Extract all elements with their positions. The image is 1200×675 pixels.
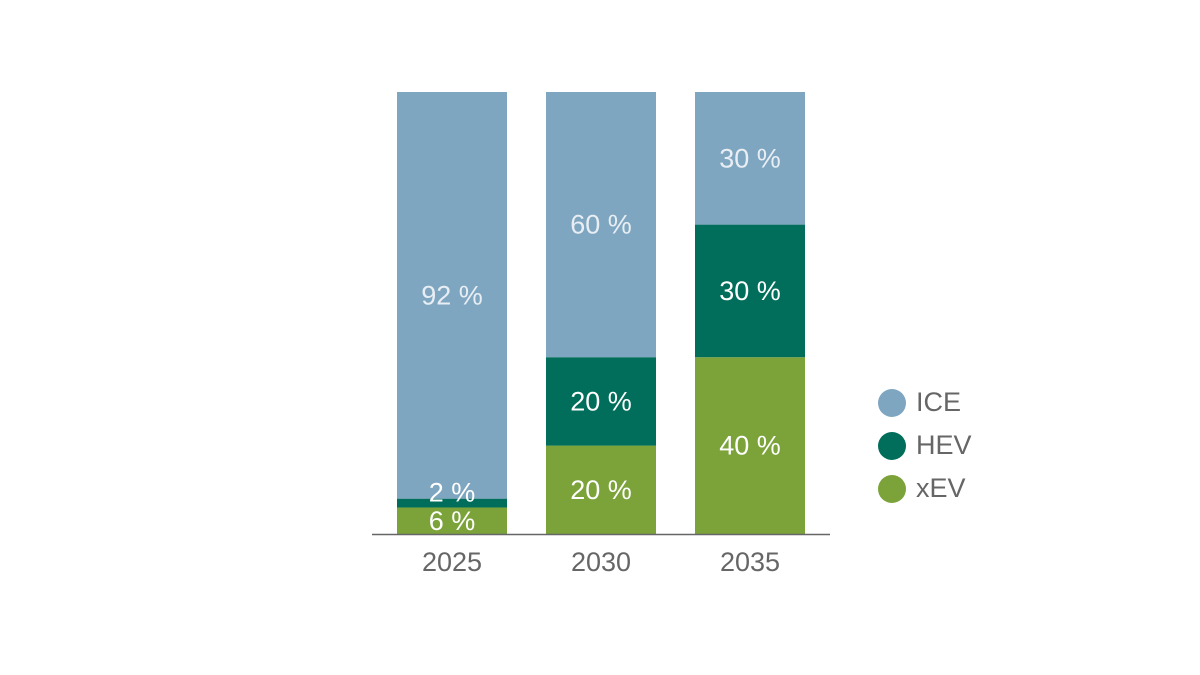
data-label-hev-2030: 20 %: [570, 386, 632, 416]
bar-hev-2030: [546, 357, 656, 446]
bar-hev-2025: [397, 498, 507, 508]
bar-xev-2035: [695, 357, 805, 534]
data-label-ice-2035: 30 %: [719, 143, 781, 173]
bar-xev-2030: [546, 445, 656, 534]
data-label-xev-2030: 20 %: [570, 475, 632, 505]
x-tick-label-2025: 2025: [422, 547, 482, 577]
data-label-xev-2035: 40 %: [719, 431, 781, 461]
chart-legend: ICE HEV xEV: [878, 381, 1058, 510]
bar-ice-2030: [546, 92, 656, 358]
legend-label-ice: ICE: [916, 387, 962, 417]
legend-swatch-hev: [878, 431, 906, 460]
data-label-ice-2025: 92 %: [421, 280, 483, 310]
legend-label-xev: xEV: [916, 473, 966, 503]
bar-ice-2035: [695, 92, 805, 225]
data-label-hev-2025: 2 %: [429, 478, 476, 508]
legend-item-ice: ICE: [878, 381, 1058, 424]
legend-swatch-xev: [878, 474, 906, 503]
bar-xev-2025: [397, 507, 507, 534]
data-label-xev-2025: 6 %: [429, 506, 476, 536]
legend-label-hev: HEV: [916, 430, 972, 460]
data-label-ice-2030: 60 %: [570, 210, 632, 240]
bar-hev-2035: [695, 224, 805, 358]
x-tick-label-2030: 2030: [571, 547, 631, 577]
data-label-hev-2035: 30 %: [719, 276, 781, 306]
bar-ice-2025: [397, 92, 507, 499]
legend-item-hev: HEV: [878, 424, 1058, 467]
x-tick-label-2035: 2035: [720, 547, 780, 577]
legend-swatch-ice: [878, 388, 906, 417]
legend-item-xev: xEV: [878, 467, 1058, 510]
